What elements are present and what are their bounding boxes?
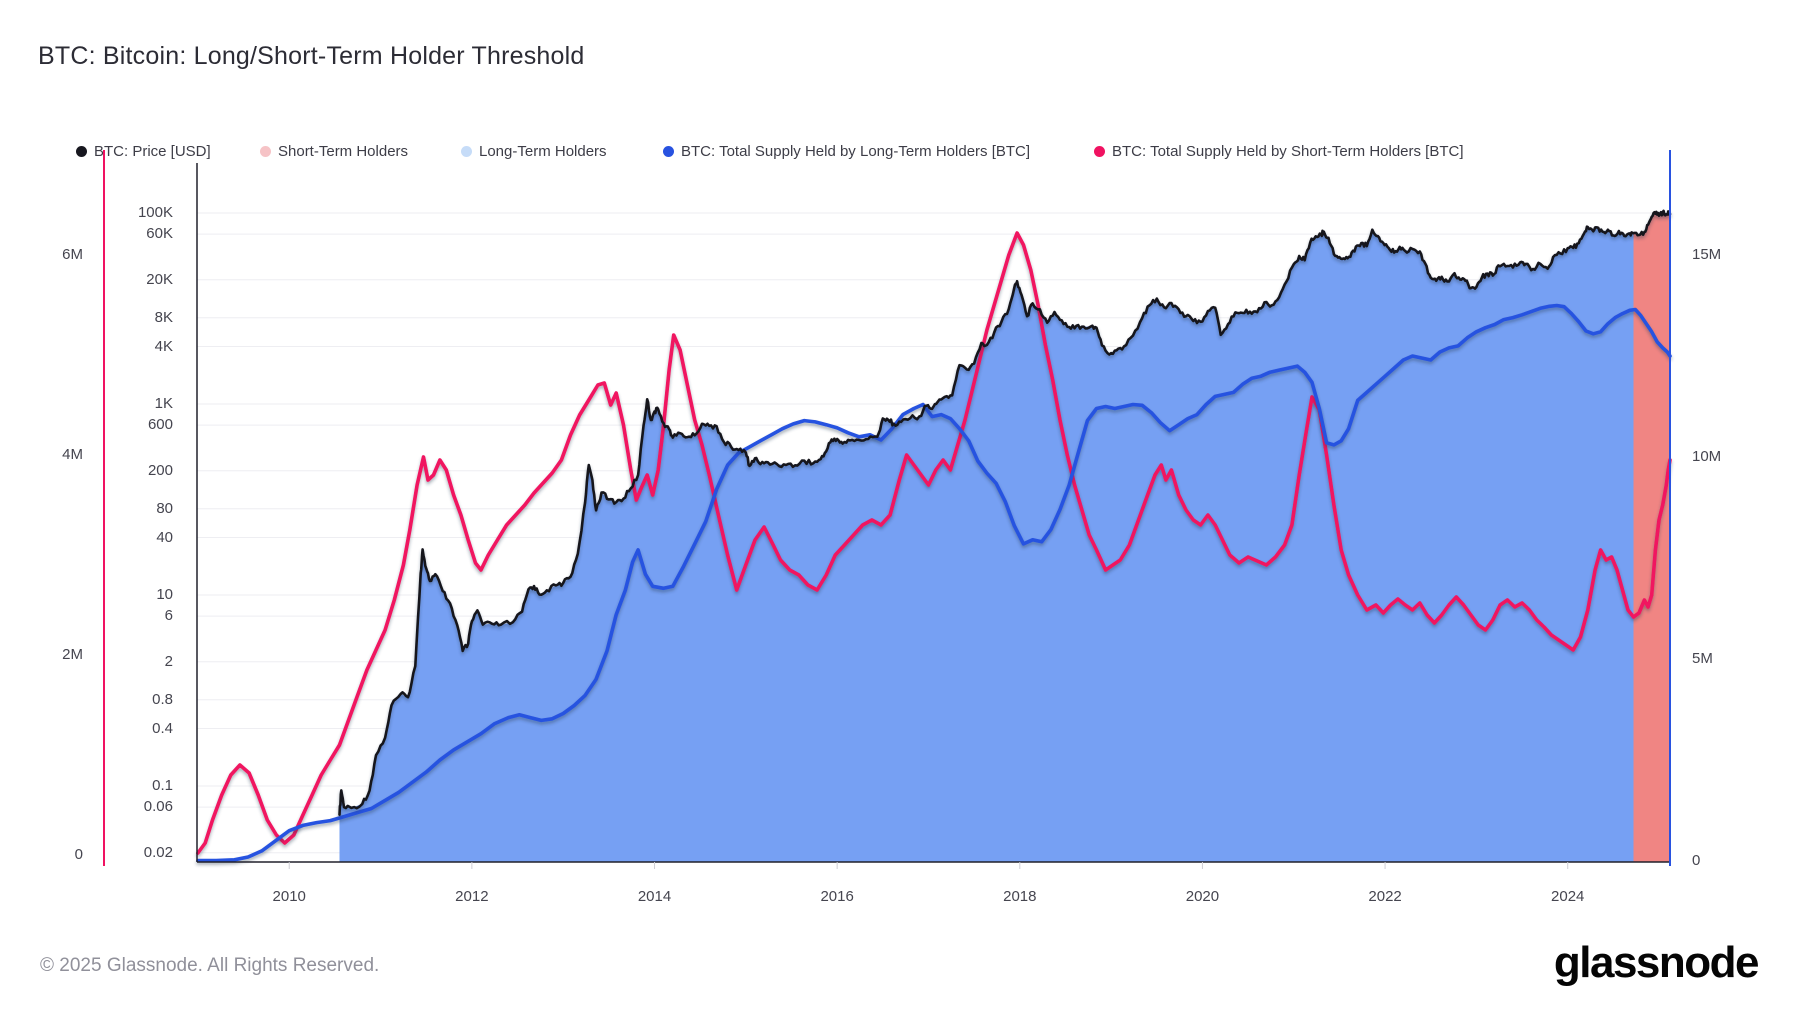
legend-item-lth-supply[interactable]: BTC: Total Supply Held by Long-Term Hold… <box>663 141 1030 161</box>
glassnode-logo[interactable]: glassnode <box>1553 938 1760 987</box>
region-short-term-holders <box>1633 211 1670 862</box>
region-long-term-holders <box>339 227 1634 863</box>
legend-item-short-term-holders[interactable]: Short-Term Holders <box>260 141 408 161</box>
legend-item-label: Long-Term Holders <box>479 142 607 160</box>
price-legend-dot-icon <box>76 145 87 157</box>
long-term-holders-legend-dot-icon <box>461 145 472 157</box>
chart-legend: BTC: Price [USD] Short-Term Holders Long… <box>0 141 1800 161</box>
series-line-price_usd_log <box>338 209 1672 816</box>
legend-item-long-term-holders[interactable]: Long-Term Holders <box>461 141 607 161</box>
legend-item-label: Short-Term Holders <box>278 142 409 160</box>
copyright-text: © 2025 Glassnode. All Rights Reserved. <box>40 955 380 976</box>
series-line-lth_supply <box>196 303 1672 863</box>
legend-item-sth-supply[interactable]: BTC: Total Supply Held by Short-Term Hol… <box>1094 141 1464 161</box>
legend-item-label: BTC: Total Supply Held by Short-Term Hol… <box>1112 142 1464 160</box>
lth-supply-legend-dot-icon <box>663 145 674 157</box>
short-term-holders-legend-dot-icon <box>260 145 271 157</box>
legend-item-label: BTC: Total Supply Held by Long-Term Hold… <box>681 142 1031 160</box>
page-title: BTC: Bitcoin: Long/Short-Term Holder Thr… <box>38 42 585 70</box>
legend-item-label: BTC: Price [USD] <box>94 142 211 160</box>
sth-supply-legend-dot-icon <box>1094 145 1105 157</box>
legend-item-price[interactable]: BTC: Price [USD] <box>76 141 211 161</box>
